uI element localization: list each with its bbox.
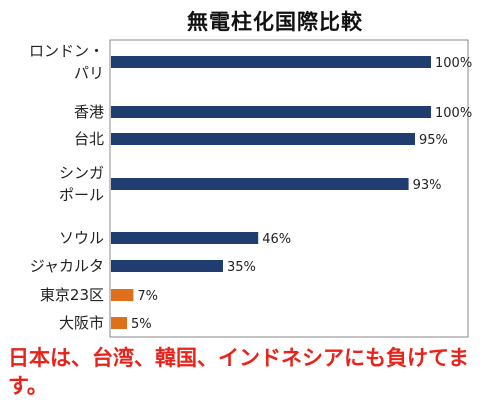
value-label: 7% [137,289,158,304]
bar [111,178,409,190]
bar [111,133,415,145]
category-label: ポール [59,186,104,204]
bar [111,260,223,272]
value-label: 100% [435,106,472,121]
value-label: 5% [131,317,152,332]
category-label: 香港 [74,103,104,121]
bar [111,317,127,329]
bar [111,56,431,68]
bar [111,106,431,118]
chart-title: 無電柱化国際比較 [187,10,363,34]
category-label: 東京23区 [40,286,104,304]
category-label: シンガ [59,164,104,182]
value-label: 35% [227,260,256,275]
footer-note: 日本は、台湾、韓国、インドネシアにも負けてます。 [8,346,469,398]
category-label: ジャカルタ [30,257,104,275]
value-label: 95% [419,133,448,148]
bar [111,289,134,301]
plot-area [109,39,469,338]
category-label: 大阪市 [59,314,104,332]
value-label: 93% [413,178,442,193]
value-label: 100% [435,56,472,71]
bar [111,232,259,244]
category-label: パリ [74,64,104,82]
category-label: ロンドン・ [29,42,104,60]
category-label: ソウル [59,229,104,247]
category-label: 台北 [74,130,104,148]
value-label: 46% [262,232,291,247]
